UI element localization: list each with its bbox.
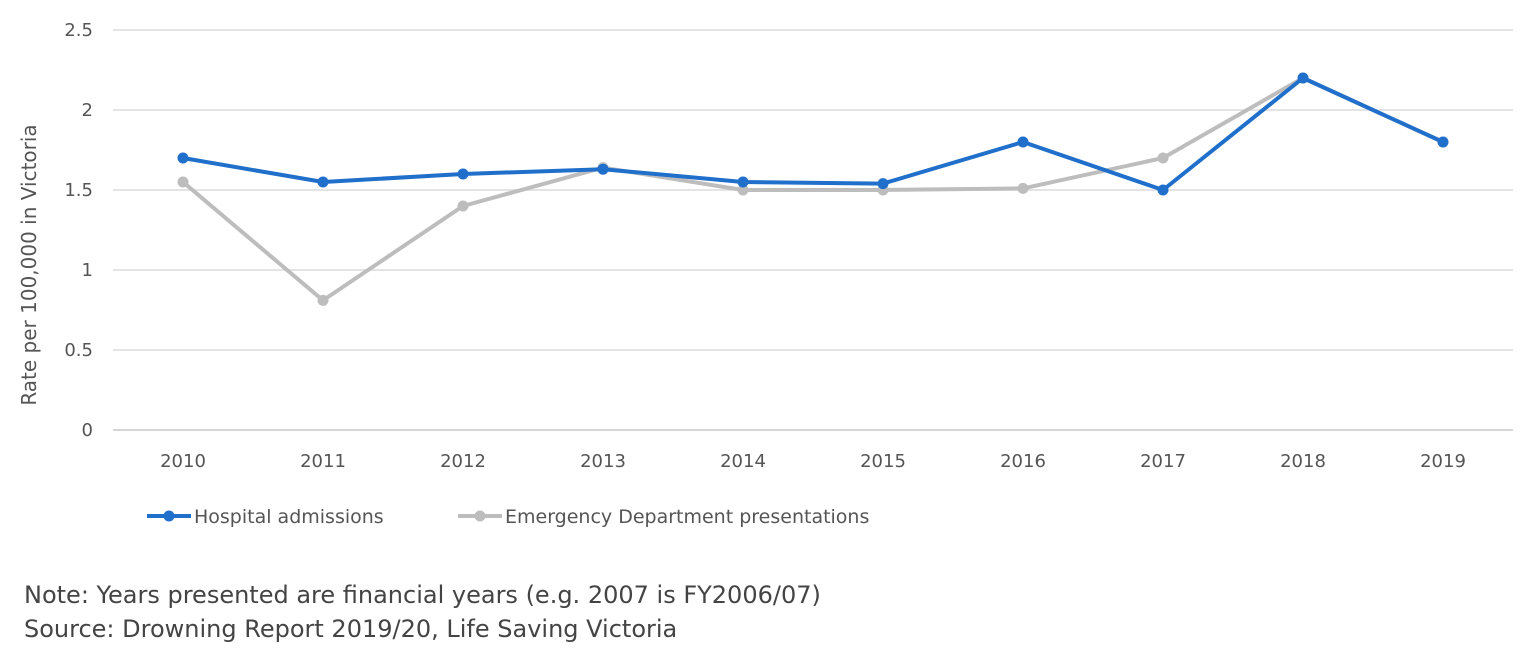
x-tick-label: 2014 [720,451,766,472]
data-point [737,184,749,196]
note-line: Note: Years presented are financial year… [24,581,821,609]
source-line: Source: Drowning Report 2019/20, Life Sa… [24,615,678,643]
data-point [737,176,749,188]
y-tick-label: 2 [82,100,93,121]
x-tick-label: 2011 [300,451,346,472]
y-axis-label: Rate per 100,000 in Victoria [17,124,41,405]
legend-label: Hospital admissions [194,506,384,528]
data-point [457,200,469,212]
legend-label: Emergency Department presentations [505,506,869,528]
x-tick-label: 2017 [1140,451,1186,472]
x-tick-label: 2018 [1280,451,1326,472]
x-tick-labels: 2010 2011 2012 2013 2014 2015 2016 2017 2018 2019 [160,451,1466,472]
x-tick-label: 2012 [440,451,486,472]
series-group [177,72,1449,306]
x-tick-label: 2015 [860,451,906,472]
x-tick-label: 2019 [1420,451,1466,472]
data-point [177,152,189,164]
data-point [177,176,189,188]
legend-marker [163,510,175,522]
x-tick-label: 2013 [580,451,626,472]
x-tick-label: 2010 [160,451,206,472]
data-point [317,294,329,306]
data-point [877,178,889,190]
series-line [181,76,1445,192]
chart-notes: Note: Years presented are financial year… [24,578,821,646]
data-point [457,168,469,180]
y-tick-label: 1 [82,260,93,281]
y-tick-label: 2.5 [64,20,93,41]
data-point [317,176,329,188]
data-point [597,163,609,175]
legend-marker [474,510,486,522]
legend-item: Emergency Department presentations [458,506,869,528]
line-chart: 00.511.522.5 2010 2011 2012 2013 2014 2015 201… [17,20,1513,528]
data-point [1437,136,1449,148]
data-point [1017,136,1029,148]
y-tick-label: 0.5 [64,340,93,361]
legend: Hospital admissions Emergency Department … [147,506,869,528]
y-tick-label: 0 [82,420,93,441]
data-point [1297,72,1309,84]
y-tick-label: 1.5 [64,180,93,201]
legend-item: Hospital admissions [147,506,384,528]
x-tick-label: 2016 [1000,451,1046,472]
data-point [1157,152,1169,164]
y-tick-labels: 0 0.5 1 1.5 2 2.5 [64,20,93,441]
data-point [1017,182,1029,194]
series-line [181,76,1445,303]
data-point [1157,184,1169,196]
gridlines [113,29,1513,431]
